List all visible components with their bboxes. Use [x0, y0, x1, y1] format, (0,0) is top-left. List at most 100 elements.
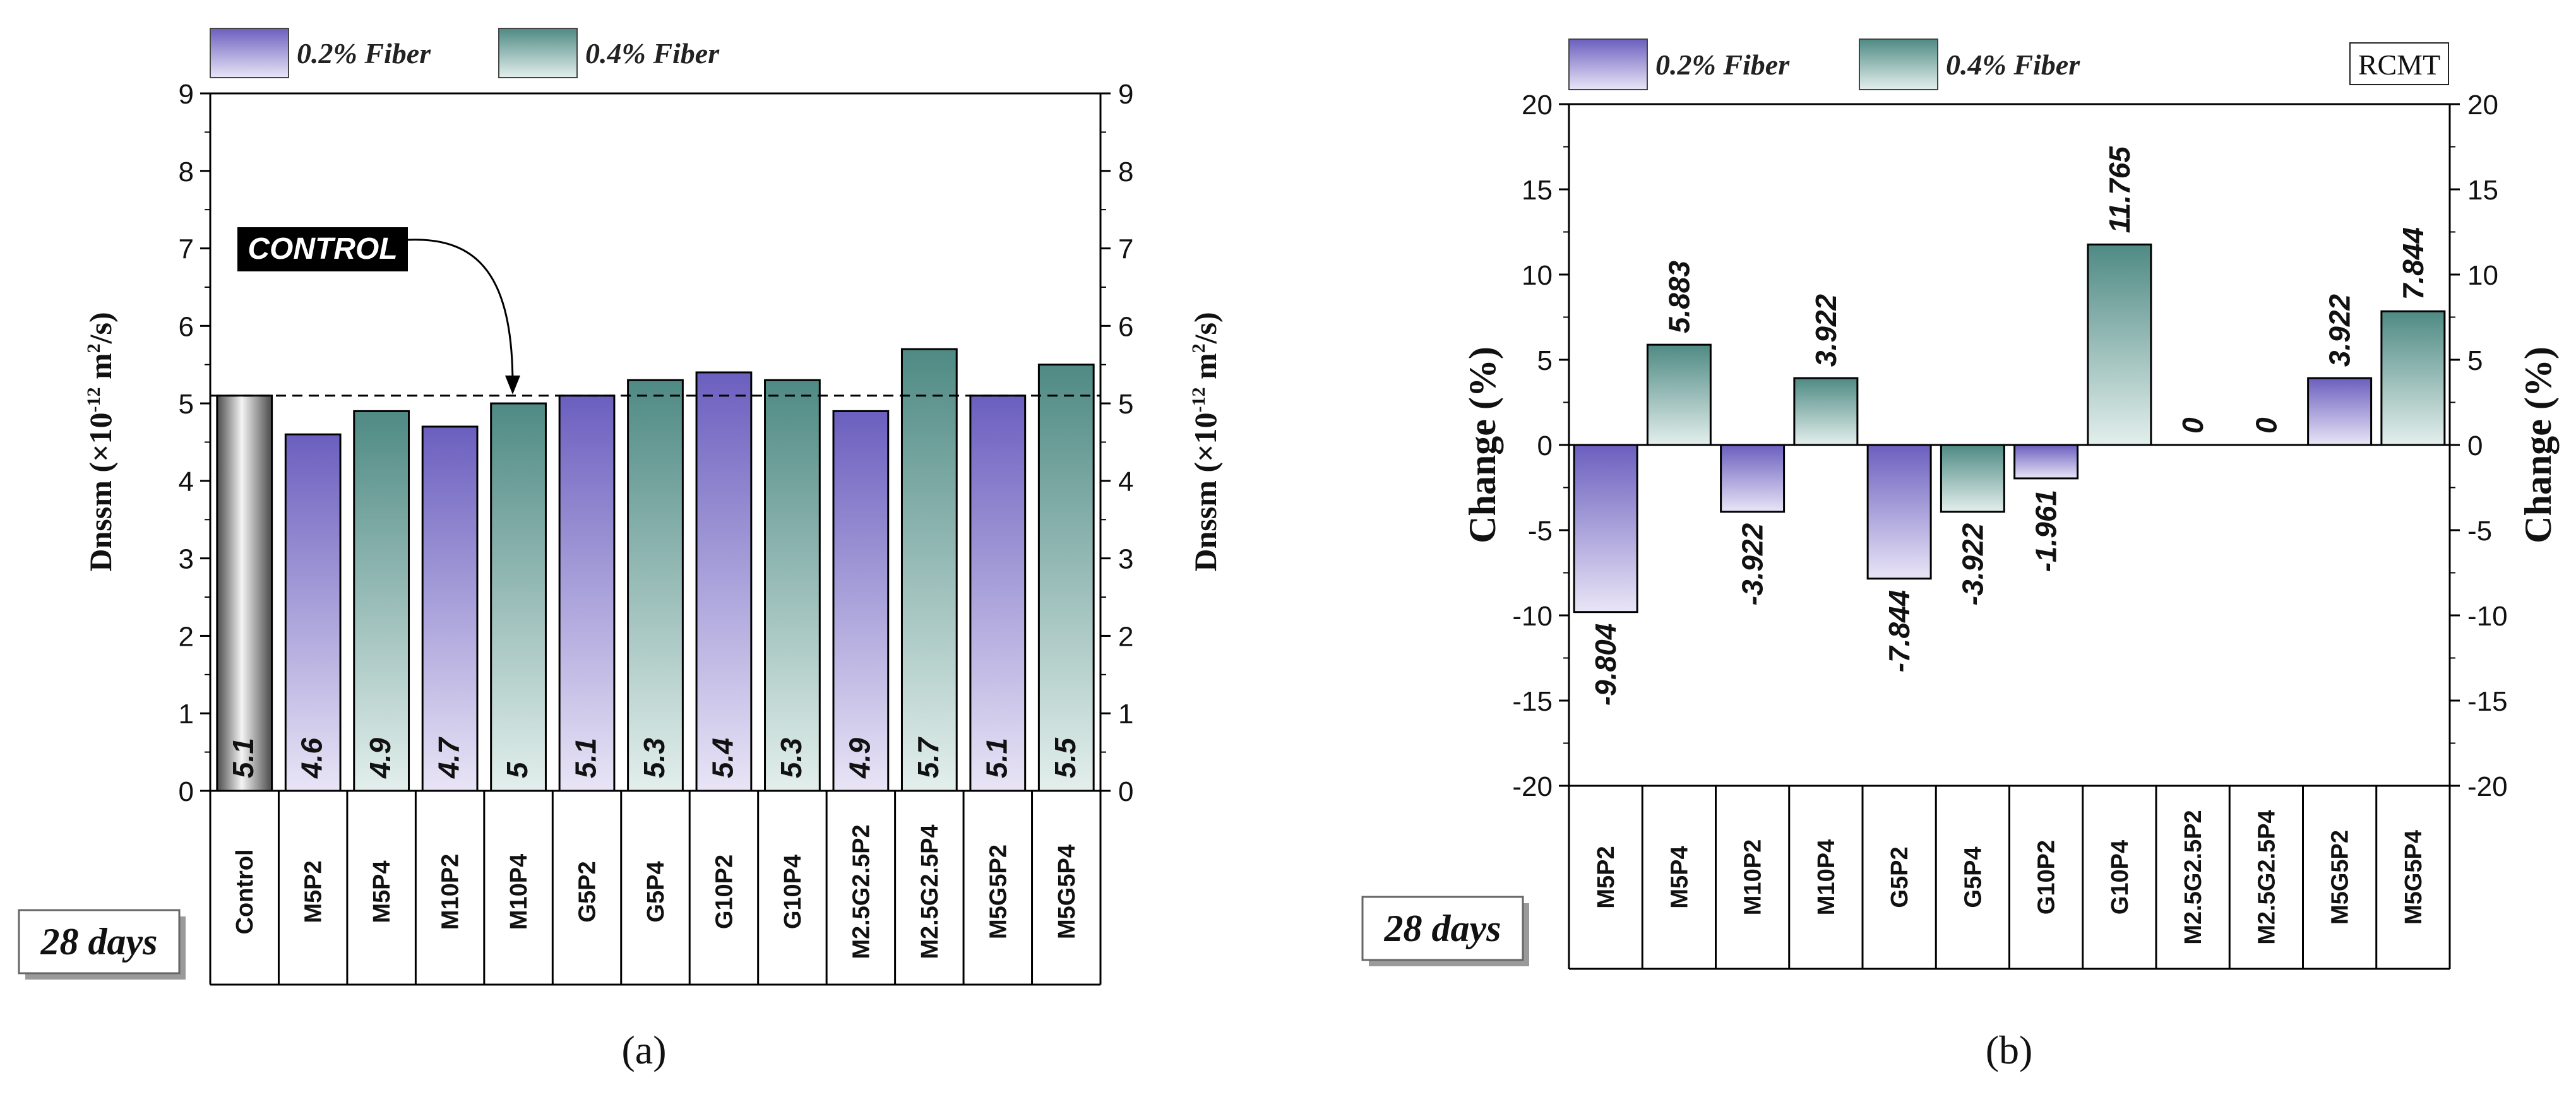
legend-label-fiber04: 0.4% Fiber — [585, 37, 720, 69]
category-label: G5P2 — [1887, 846, 1913, 908]
category-label: G10P2 — [711, 855, 737, 929]
y-tick-label: 10 — [1522, 260, 1553, 291]
age-badge-label-b: 28 days — [1384, 908, 1501, 949]
y-axis-title-right-a: Dnssm (×10-12 m2/s) — [1188, 312, 1223, 571]
y-tick-label: 6 — [179, 311, 194, 342]
category-label: M2.5G2.5P2 — [2180, 810, 2207, 944]
category-label: M10P2 — [1740, 839, 1767, 915]
y-tick-label-right: 1 — [1118, 699, 1133, 730]
bar-G10P2 — [2013, 444, 2079, 480]
right-y-axis-a: 0 1 2 3 4 5 6 7 8 9 — [1100, 79, 1133, 807]
value-label: 7.844 — [2397, 227, 2430, 300]
bar-G10P4 — [764, 379, 821, 792]
bar-M2.5G2.5P2 — [832, 410, 890, 792]
value-label: -3.922 — [1956, 523, 1989, 605]
bar-M10P2 — [421, 425, 479, 792]
value-label: 3.922 — [2323, 294, 2356, 367]
ylabel-tail-right: /s) — [1188, 312, 1223, 344]
ylabel-tail-left: /s) — [83, 312, 118, 344]
legend-swatch-fiber02 — [210, 28, 289, 78]
ylabel-main-left: Dnssm (×10 — [83, 413, 118, 572]
y-tick-label: 5 — [179, 389, 194, 420]
value-labels-b: -9.804 5.883 -3.922 3.922 -7.844 -3.922 -1.961… — [1589, 146, 2430, 706]
y-tick-label: 7 — [179, 234, 194, 265]
y-tick-label-right: -20 — [2467, 771, 2508, 802]
y-axis-title-left-a: Dnssm (×10-12 m2/s) — [83, 312, 118, 571]
y-tick-label: 1 — [179, 699, 194, 730]
category-label: M5G5P4 — [2400, 830, 2427, 925]
age-badge-label-a: 28 days — [40, 921, 158, 963]
panel-b: 0.2% Fiber 0.4% Fiber RCMT -20 -15 -10 -5 0 5… — [1361, 39, 2559, 1072]
value-label: 5.3 — [638, 738, 671, 778]
value-label: 5.1 — [980, 738, 1013, 778]
y-tick-label: 4 — [179, 466, 194, 497]
rcmt-badge-label: RCMT — [2358, 49, 2440, 81]
y-tick-label-right: 0 — [1118, 776, 1133, 807]
legend-label-fiber04-b: 0.4% Fiber — [1946, 49, 2080, 81]
age-badge-box-a — [18, 909, 181, 975]
y-tick-label-right: 2 — [1118, 621, 1133, 652]
y-tick-label-right: 5 — [2467, 345, 2483, 376]
bar-M5G5P2 — [2307, 377, 2373, 446]
panel-a: 0.2% Fiber 0.4% Fiber 0 1 2 3 4 5 6 7 8 9 0 1 2 3 4 5 6… — [18, 28, 1223, 1072]
y-tick-label: 0 — [1537, 430, 1553, 461]
value-label: 3.922 — [1810, 294, 1842, 367]
category-label: M5G5P2 — [985, 844, 1011, 939]
y-tick-label-right: -10 — [2467, 601, 2508, 632]
panel-b-legend: 0.2% Fiber 0.4% Fiber — [1568, 39, 2080, 90]
category-label: G5P4 — [643, 861, 669, 922]
y-tick-label: 5 — [1537, 345, 1553, 376]
bar-M10P4 — [1793, 377, 1859, 446]
bar-M10P4 — [490, 402, 547, 792]
y-tick-label-right: 5 — [1118, 389, 1133, 420]
control-callout-box — [237, 227, 408, 271]
left-y-axis-a: 0 1 2 3 4 5 6 7 8 9 — [179, 79, 210, 807]
control-callout-label: CONTROL — [247, 232, 397, 266]
category-label: M10P4 — [506, 854, 532, 930]
category-label: M5G5P4 — [1054, 844, 1080, 939]
value-label: 5.883 — [1662, 261, 1695, 334]
value-label: 4.9 — [364, 738, 397, 779]
y-tick-label-right: -5 — [2467, 516, 2492, 547]
panel-caption-a: (a) — [621, 1028, 666, 1072]
panel-a-legend: 0.2% Fiber 0.4% Fiber — [210, 28, 720, 78]
age-badge-a: 28 days — [18, 909, 186, 980]
rcmt-badge: RCMT — [2349, 42, 2449, 85]
bar-G10P4 — [2087, 243, 2152, 446]
value-label: 5.4 — [706, 738, 739, 778]
ylabel-sq-right: 2 — [1188, 343, 1209, 353]
y-tick-label-right: 10 — [2467, 260, 2498, 291]
value-label: 4.7 — [432, 737, 465, 779]
ylabel-unit-right: m — [1188, 353, 1223, 387]
rcmt-badge-box — [2349, 42, 2449, 85]
bar-G5P4 — [627, 379, 684, 792]
category-label: M5P2 — [301, 860, 327, 923]
legend-label-fiber02: 0.2% Fiber — [297, 37, 431, 69]
y-tick-label-right: 4 — [1118, 466, 1133, 497]
value-label: 0 — [2176, 417, 2209, 434]
y-tick-label-right: 9 — [1118, 79, 1133, 110]
left-y-axis-b: -20 -15 -10 -5 0 5 10 15 20 — [1512, 90, 1569, 802]
value-label: 5.1 — [227, 738, 259, 778]
y-tick-label: 15 — [1522, 175, 1553, 206]
y-axis-title-right-b: Change (%) — [2517, 347, 2559, 543]
value-label: 4.9 — [843, 738, 876, 779]
bar-M5P2 — [1573, 444, 1638, 613]
bar-G5P4 — [1940, 444, 2005, 513]
category-label: G5P2 — [575, 861, 601, 922]
bar-M10P2 — [1720, 444, 1786, 513]
bar-G5P2 — [558, 394, 616, 792]
value-label: -3.922 — [1736, 523, 1769, 605]
y-tick-label-right: 7 — [1118, 234, 1133, 265]
value-label: 5.1 — [569, 738, 602, 778]
bar-M5G5P4 — [2380, 310, 2446, 446]
category-label: M2.5G2.5P4 — [917, 824, 943, 959]
control-callout: CONTROL — [237, 227, 520, 394]
y-tick-label: -20 — [1512, 771, 1553, 802]
y-tick-label-right: 8 — [1118, 157, 1133, 187]
category-label: M5P4 — [369, 860, 395, 923]
y-tick-label: -10 — [1512, 601, 1553, 632]
bars-b — [1573, 243, 2446, 613]
y-tick-label: 9 — [179, 79, 194, 110]
